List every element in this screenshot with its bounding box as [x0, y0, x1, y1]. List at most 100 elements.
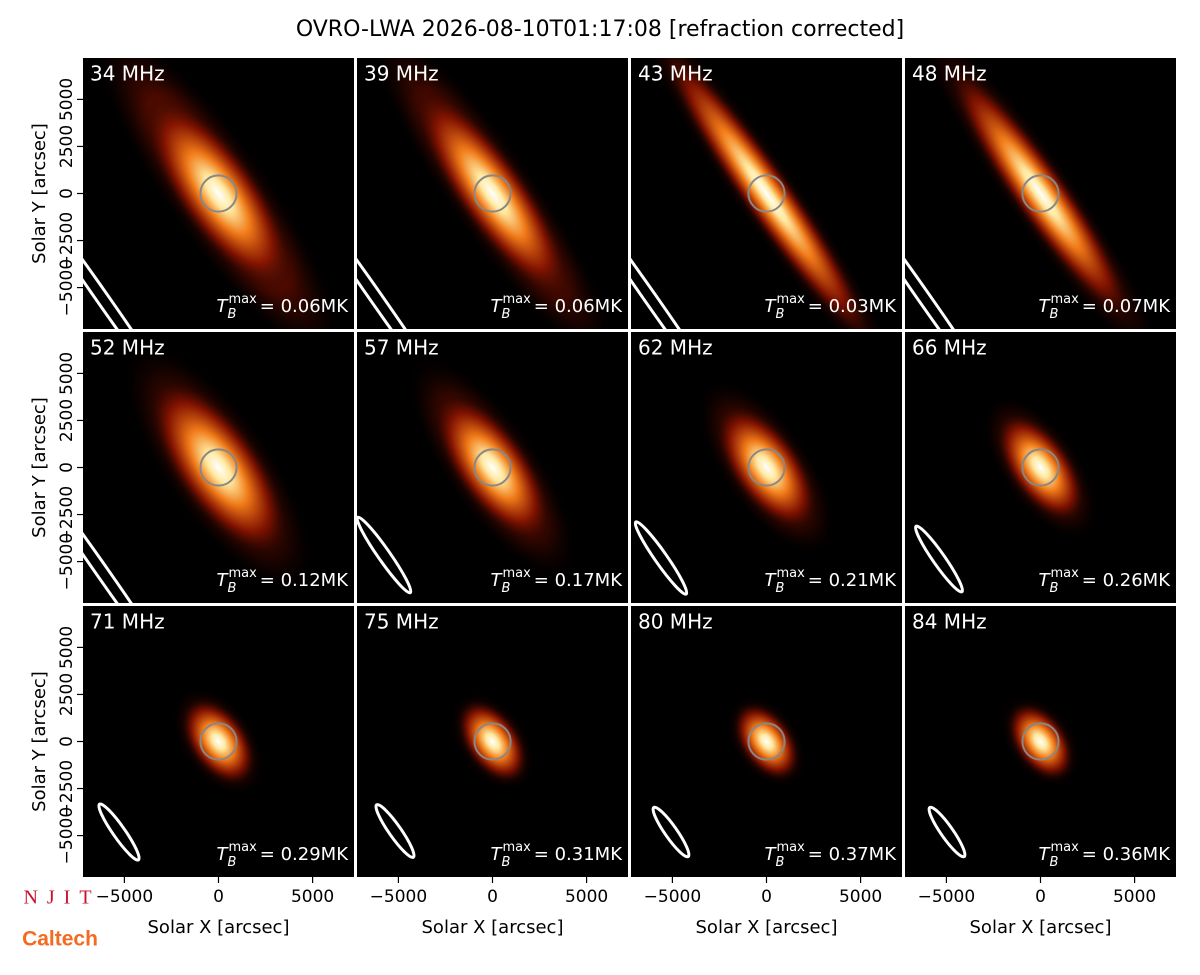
emission — [414, 88, 571, 299]
frequency-label: 84 MHz — [912, 610, 987, 634]
solar-disk — [473, 722, 512, 761]
tb-max-annotation: TBmax = 0.03MK — [765, 292, 898, 322]
tb-superscript: max — [1050, 292, 1079, 307]
panel — [83, 332, 354, 603]
emission — [947, 63, 1134, 324]
tb-subscript: B — [776, 307, 785, 322]
emission — [732, 702, 801, 781]
solar-disk — [199, 174, 238, 213]
tb-superscript: max — [776, 566, 805, 581]
tb-superscript: max — [502, 840, 531, 855]
emission — [715, 403, 818, 532]
emission — [456, 699, 529, 784]
tb-symbol: T — [491, 296, 504, 317]
y-tick-label: 0 — [57, 736, 77, 747]
figure-title: OVRO-LWA 2026-08-10T01:17:08 [refraction… — [296, 17, 904, 42]
solar-disk — [1021, 722, 1060, 761]
logo-caltech: Caltech — [22, 928, 98, 951]
frequency-label: 71 MHz — [90, 610, 165, 634]
tb-subscript: B — [1050, 581, 1059, 596]
tb-superscript: max — [1050, 840, 1079, 855]
y-tick-label: 2500 — [57, 673, 77, 716]
tb-max-annotation: TBmax = 0.36MK — [1039, 840, 1172, 870]
panel — [905, 58, 1176, 329]
frequency-label: 48 MHz — [912, 62, 987, 86]
beam — [914, 524, 964, 594]
y-axis-label: Solar Y [arcsec] — [29, 123, 50, 264]
x-axis-label: Solar X [arcsec] — [696, 917, 838, 938]
x-tick-label: 0 — [213, 887, 224, 907]
y-tick-label: 5000 — [57, 352, 77, 395]
frequency-label: 57 MHz — [364, 336, 439, 360]
panel — [83, 58, 354, 329]
x-axis-label: Solar X [arcsec] — [148, 917, 290, 938]
panel — [83, 606, 354, 877]
x-axis-label: Solar X [arcsec] — [970, 917, 1112, 938]
tb-max-annotation: TBmax = 0.12MK — [217, 566, 350, 596]
emission — [143, 95, 294, 292]
tb-subscript: B — [228, 855, 237, 870]
y-tick-label: 2500 — [57, 399, 77, 442]
tb-symbol: T — [491, 844, 504, 865]
tb-symbol: T — [765, 844, 778, 865]
beam — [631, 182, 733, 329]
beam — [905, 182, 1007, 329]
emission — [148, 377, 289, 558]
tb-max-annotation: TBmax = 0.31MK — [491, 840, 624, 870]
tb-value: = 0.06MK — [534, 296, 623, 317]
y-tick-label: −5000 — [57, 807, 77, 865]
tb-superscript: max — [776, 840, 805, 855]
tb-value: = 0.17MK — [534, 570, 623, 591]
panel — [905, 332, 1176, 603]
x-tick-label: −5000 — [644, 887, 702, 907]
tb-superscript: max — [1050, 566, 1079, 581]
tb-max-annotation: TBmax = 0.17MK — [491, 566, 624, 596]
beam — [357, 182, 459, 329]
beam — [83, 456, 185, 603]
tb-superscript: max — [776, 292, 805, 307]
tb-max-annotation: TBmax = 0.06MK — [491, 292, 624, 322]
y-tick-label: −2500 — [57, 212, 77, 270]
beam — [374, 803, 416, 859]
tb-value: = 0.26MK — [1082, 570, 1171, 591]
y-tick-label: −2500 — [57, 760, 77, 818]
frequency-label: 43 MHz — [638, 62, 713, 86]
y-tick-label: −5000 — [57, 259, 77, 317]
tb-value: = 0.03MK — [808, 296, 897, 317]
y-tick-label: 0 — [57, 462, 77, 473]
beam — [357, 515, 413, 595]
tb-max-annotation: TBmax = 0.26MK — [1039, 566, 1172, 596]
tb-value: = 0.29MK — [260, 844, 349, 865]
frequency-label: 39 MHz — [364, 62, 439, 86]
emission — [995, 412, 1086, 523]
tb-superscript: max — [228, 566, 257, 581]
x-tick-label: 0 — [1035, 887, 1046, 907]
beam — [97, 802, 141, 862]
tb-subscript: B — [502, 307, 511, 322]
tb-symbol: T — [1039, 296, 1052, 317]
solar-disk — [473, 448, 512, 487]
solar-disk — [747, 722, 786, 761]
logo-njit: NJIT — [23, 887, 100, 909]
x-tick-label: 0 — [761, 887, 772, 907]
tb-superscript: max — [502, 566, 531, 581]
tb-symbol: T — [765, 570, 778, 591]
emission — [180, 697, 257, 786]
panel — [357, 606, 628, 877]
x-tick-label: −5000 — [918, 887, 976, 907]
solar-disk — [199, 722, 238, 761]
tb-value: = 0.21MK — [808, 570, 897, 591]
solar-disk — [199, 448, 238, 487]
tb-subscript: B — [1050, 307, 1059, 322]
y-tick-label: 0 — [57, 188, 77, 199]
panel — [631, 606, 902, 877]
tb-value: = 0.06MK — [260, 296, 349, 317]
emission — [658, 58, 875, 329]
solar-disk — [747, 174, 786, 213]
tb-symbol: T — [217, 296, 230, 317]
solar-disk — [1021, 174, 1060, 213]
y-tick-label: 2500 — [57, 125, 77, 168]
y-tick-label: −5000 — [57, 533, 77, 591]
tb-max-annotation: TBmax = 0.29MK — [217, 840, 350, 870]
